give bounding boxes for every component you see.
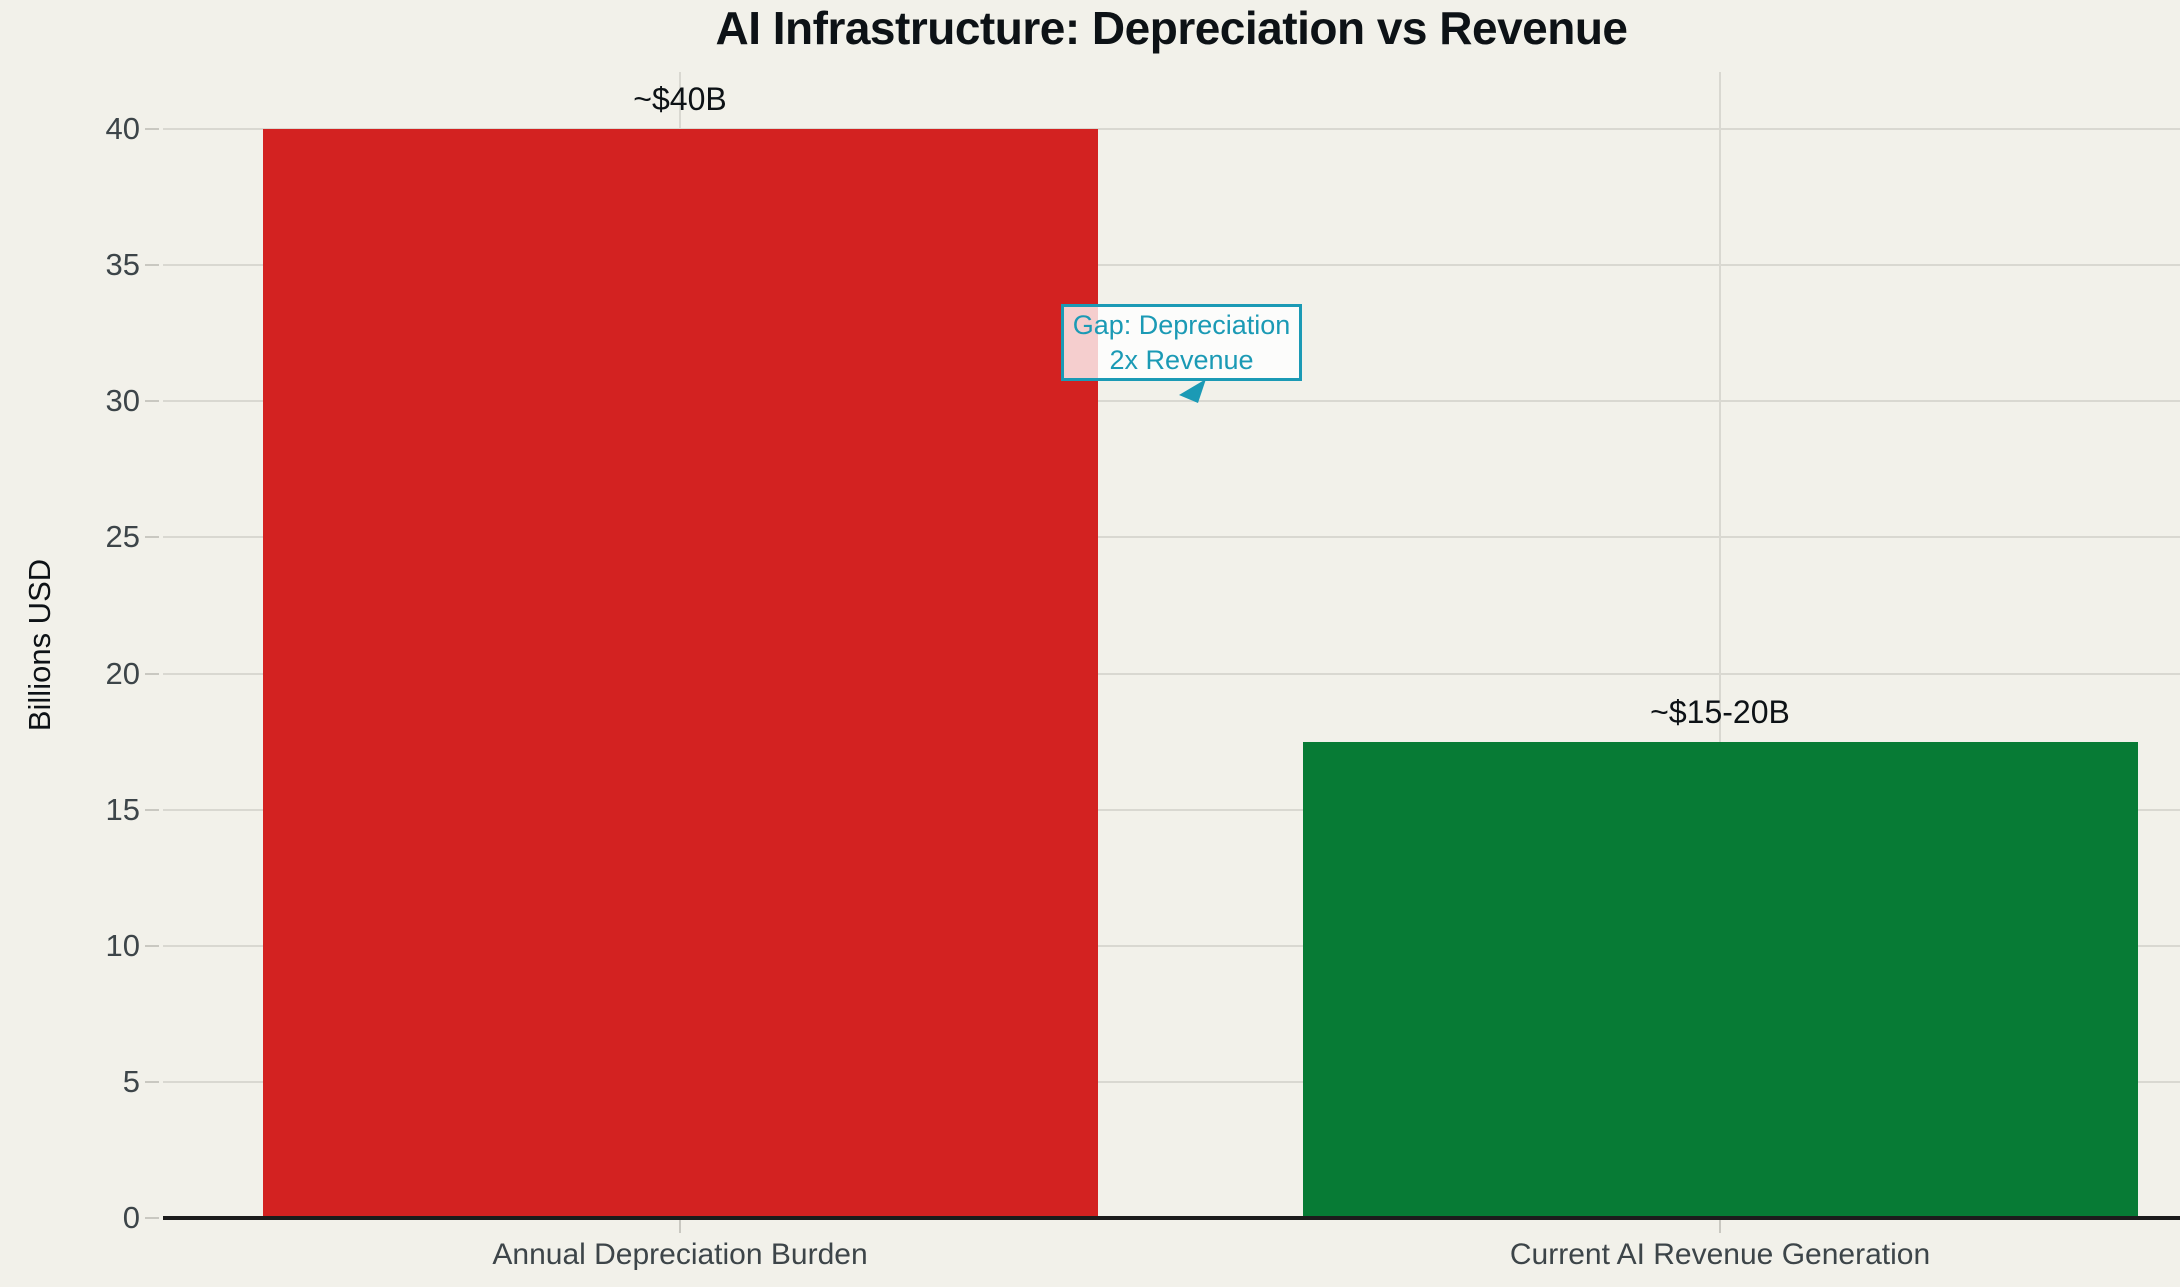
h-gridline (163, 1081, 2180, 1083)
h-gridline (163, 400, 2180, 402)
bar (262, 129, 1098, 1218)
y-tick-label: 5 (122, 1064, 140, 1099)
h-gridline (163, 945, 2180, 947)
gap-annotation-line1: Gap: Depreciation (1072, 310, 1291, 340)
y-tick-label: 10 (105, 928, 140, 963)
y-tick-mark (145, 673, 159, 675)
x-axis-category-label: Annual Depreciation Burden (492, 1238, 868, 1271)
chart-title: AI Infrastructure: Depreciation vs Reven… (715, 2, 1628, 54)
y-tick-mark (145, 128, 159, 130)
y-tick-mark (145, 809, 159, 811)
gap-annotation: Gap: Depreciation 2x Revenue (1061, 304, 1302, 381)
y-tick-mark (145, 1081, 159, 1083)
y-tick-label: 30 (105, 383, 140, 418)
y-tick-mark (145, 264, 159, 266)
h-gridline (163, 673, 2180, 675)
x-tick-mark (1719, 1220, 1721, 1233)
y-tick-mark (145, 536, 159, 538)
y-tick-label: 40 (105, 111, 140, 146)
x-axis-line (163, 1216, 2180, 1220)
x-tick-mark (679, 1220, 681, 1233)
y-axis-title: Billions USD (22, 558, 57, 732)
h-gridline (163, 536, 2180, 538)
h-gridline (163, 128, 2180, 130)
bar (1302, 742, 2138, 1218)
bar-value-label: ~$15-20B (1650, 694, 1790, 730)
y-tick-mark (145, 945, 159, 947)
x-axis-category-label: Current AI Revenue Generation (1509, 1238, 1931, 1271)
y-tick-mark (145, 400, 159, 402)
gap-annotation-line2: 2x Revenue (1109, 345, 1254, 375)
y-tick-mark (145, 1217, 159, 1219)
y-tick-label: 0 (122, 1200, 140, 1235)
y-tick-label: 25 (105, 519, 140, 554)
bar-value-label: ~$40B (633, 81, 727, 117)
h-gridline (163, 264, 2180, 266)
annotation-arrow-icon (1179, 379, 1206, 403)
y-tick-label: 35 (105, 247, 140, 282)
y-tick-label: 20 (105, 656, 140, 691)
y-tick-label: 15 (105, 792, 140, 827)
h-gridline (163, 809, 2180, 811)
v-gridline (1719, 72, 1721, 1218)
